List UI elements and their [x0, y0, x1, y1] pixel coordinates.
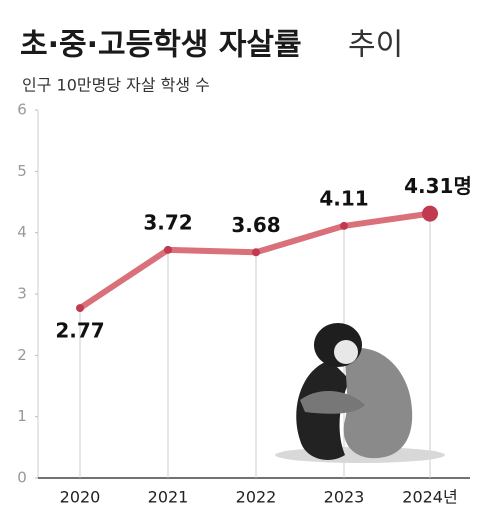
y-tick-label: 1 [17, 407, 27, 425]
point [340, 221, 348, 230]
x-tick-label: 2022 [236, 488, 277, 507]
value-label: 4.11 [319, 186, 368, 210]
y-tick-label: 2 [17, 346, 27, 364]
y-tick-label: 3 [17, 285, 27, 303]
x-tick-label: 2024년 [402, 488, 457, 507]
chart-title-suffix: 추이 [348, 28, 403, 63]
x-tick-label: 2021 [148, 488, 189, 507]
figure-illustration [275, 323, 445, 463]
value-label: 2.77 [55, 319, 104, 343]
chart-subtitle: 인구 10만명당 자살 학생 수 [22, 76, 210, 95]
x-tick-label: 2020 [60, 488, 101, 507]
point [164, 245, 172, 254]
value-label: 4.31명 [404, 174, 472, 198]
point [76, 304, 84, 313]
y-tick-label: 5 [17, 162, 27, 180]
y-tick-label: 6 [17, 101, 27, 119]
y-tick-label: 0 [17, 469, 27, 487]
chart-title: 초·중·고등학생 자살률 [20, 28, 302, 63]
point [422, 205, 438, 222]
value-label: 3.72 [143, 210, 192, 234]
x-tick-label: 2023 [324, 488, 365, 507]
y-tick-label: 4 [17, 223, 27, 241]
point [252, 248, 260, 257]
value-label: 3.68 [231, 213, 280, 237]
